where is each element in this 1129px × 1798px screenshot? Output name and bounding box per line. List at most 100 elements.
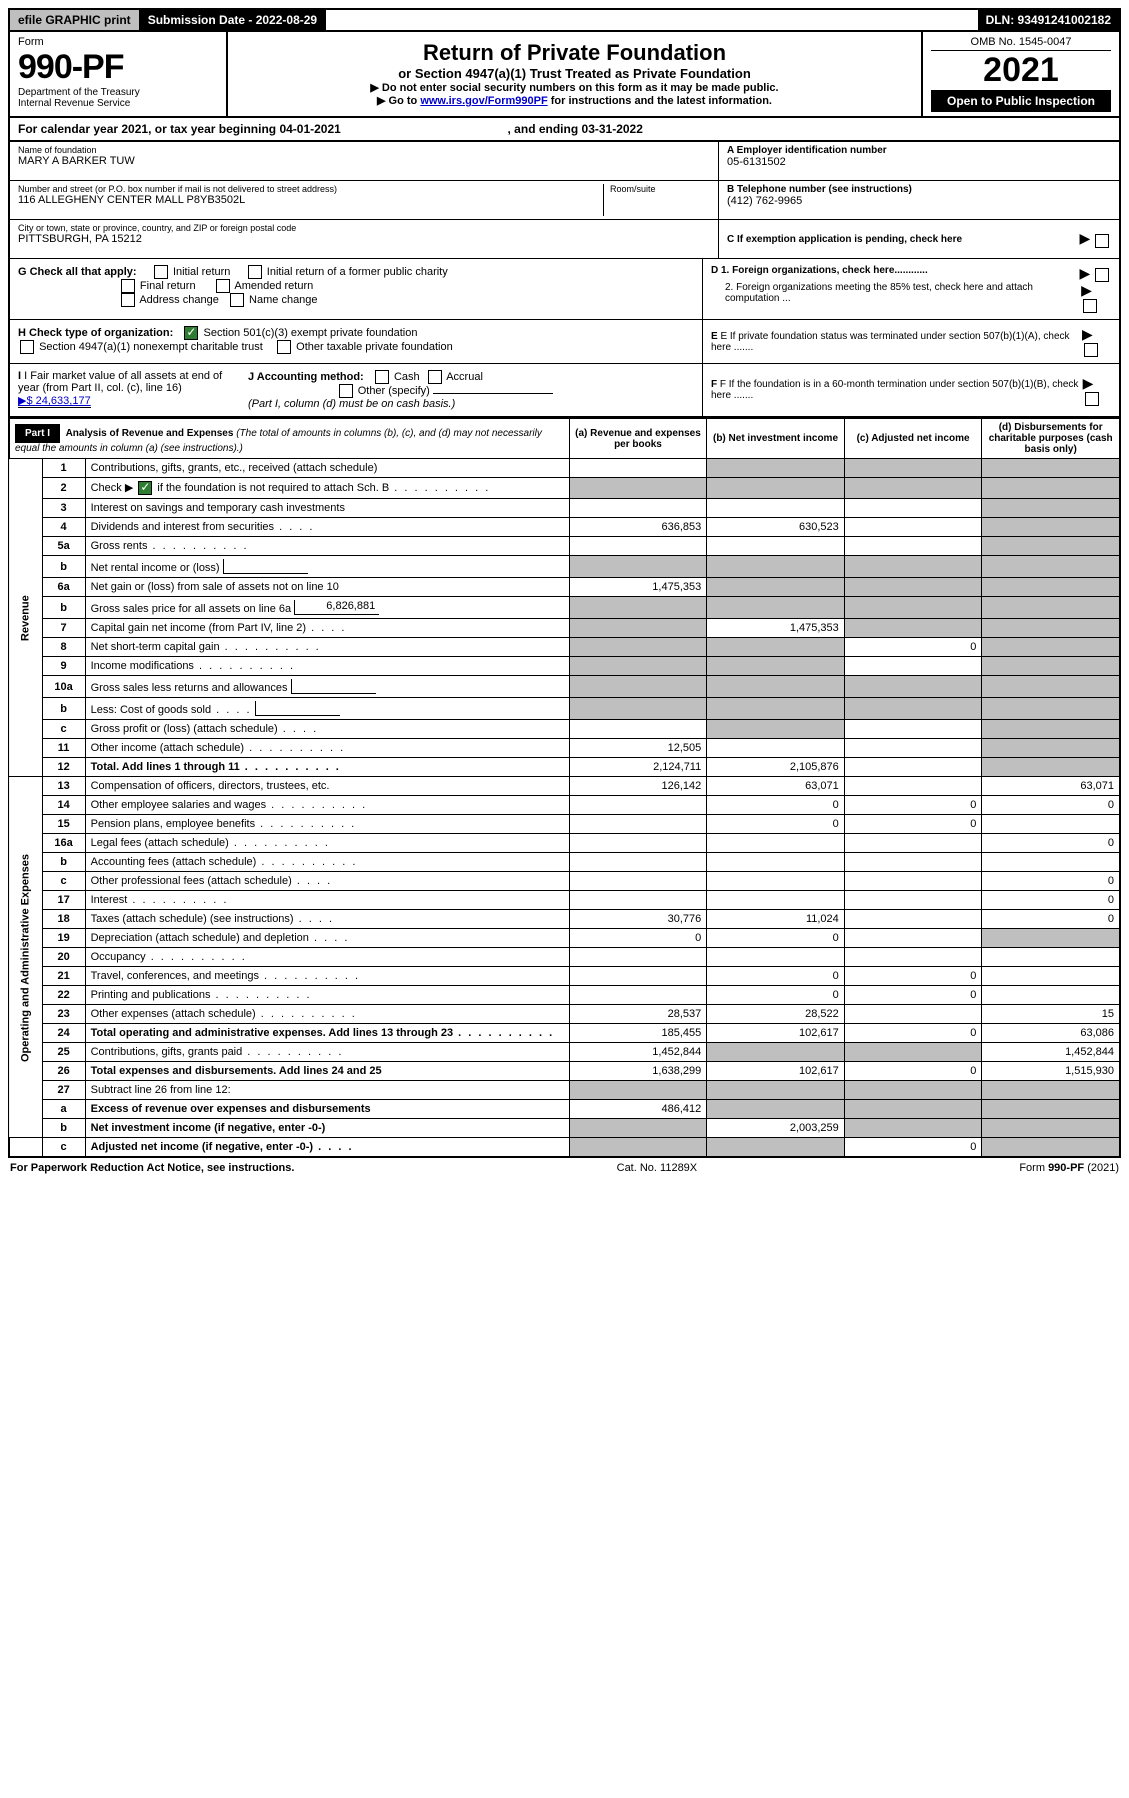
r24-d: 63,086 xyxy=(982,1024,1120,1043)
g-o5: Address change xyxy=(139,294,219,306)
h-other-checkbox[interactable] xyxy=(277,340,291,354)
g-initial-return[interactable] xyxy=(154,265,168,279)
e-checkbox[interactable] xyxy=(1084,343,1098,357)
r19-b: 0 xyxy=(707,929,845,948)
schb-checkbox[interactable] xyxy=(138,481,152,495)
row-20: Occupancy xyxy=(85,948,569,967)
addr-label: Number and street (or P.O. box number if… xyxy=(18,184,603,194)
r24-b: 102,617 xyxy=(707,1024,845,1043)
omb-number: OMB No. 1545-0047 xyxy=(931,36,1111,51)
open-to-public: Open to Public Inspection xyxy=(931,90,1111,112)
tel-value: (412) 762-9965 xyxy=(727,195,1111,207)
col-b-header: (b) Net investment income xyxy=(707,419,845,459)
room-label: Room/suite xyxy=(610,184,710,194)
j-o2: Accrual xyxy=(446,371,483,383)
row-23: Other expenses (attach schedule) xyxy=(85,1005,569,1024)
col-c-header: (c) Adjusted net income xyxy=(844,419,982,459)
r4-a: 636,853 xyxy=(569,518,707,537)
r22-b: 0 xyxy=(707,986,845,1005)
r21-c: 0 xyxy=(844,967,982,986)
street-address: 116 ALLEGHENY CENTER MALL P8YB3502L xyxy=(18,194,603,206)
page-footer: For Paperwork Reduction Act Notice, see … xyxy=(8,1158,1121,1178)
name-label: Name of foundation xyxy=(18,145,710,155)
efile-print-button[interactable]: efile GRAPHIC print xyxy=(10,10,140,30)
tax-year: 2021 xyxy=(931,51,1111,90)
row-3: Interest on savings and temporary cash i… xyxy=(85,499,569,518)
r14-b: 0 xyxy=(707,796,845,815)
h-o1: Section 501(c)(3) exempt private foundat… xyxy=(203,327,417,339)
form-title: Return of Private Foundation xyxy=(236,40,913,66)
submission-date: Submission Date - 2022-08-29 xyxy=(140,10,326,30)
r25-d: 1,452,844 xyxy=(982,1043,1120,1062)
row-12: Total. Add lines 1 through 11 xyxy=(85,758,569,777)
row-6a: Net gain or (loss) from sale of assets n… xyxy=(85,578,569,597)
row-2: Check ▶ if the foundation is not require… xyxy=(85,478,569,499)
c-label: C If exemption application is pending, c… xyxy=(727,234,962,245)
row-10c: Gross profit or (loss) (attach schedule) xyxy=(85,720,569,739)
d2-checkbox[interactable] xyxy=(1083,299,1097,313)
h-o3: Other taxable private foundation xyxy=(296,341,453,353)
row-16b: Accounting fees (attach schedule) xyxy=(85,853,569,872)
j-other[interactable] xyxy=(339,384,353,398)
row-13: Compensation of officers, directors, tru… xyxy=(85,777,569,796)
r17-d: 0 xyxy=(982,891,1120,910)
r15-c: 0 xyxy=(844,815,982,834)
row-27: Subtract line 26 from line 12: xyxy=(85,1081,569,1100)
tel-label: B Telephone number (see instructions) xyxy=(727,184,1111,195)
section-g-d: G Check all that apply: Initial return I… xyxy=(8,259,1121,320)
foundation-name: MARY A BARKER TUW xyxy=(18,155,710,167)
r16a-d: 0 xyxy=(982,834,1120,853)
h-label: H Check type of organization: xyxy=(18,327,173,339)
part1-title: Analysis of Revenue and Expenses xyxy=(66,428,234,439)
r15-b: 0 xyxy=(707,815,845,834)
row-10b: Less: Cost of goods sold xyxy=(85,698,569,720)
r16c-d: 0 xyxy=(982,872,1120,891)
cal-end: , and ending 03-31-2022 xyxy=(508,122,643,136)
row-27b: Net investment income (if negative, ente… xyxy=(85,1119,569,1138)
paperwork-notice: For Paperwork Reduction Act Notice, see … xyxy=(10,1162,294,1174)
g-initial-former[interactable] xyxy=(248,265,262,279)
f-checkbox[interactable] xyxy=(1085,392,1099,406)
g-amended[interactable] xyxy=(216,279,230,293)
r18-d: 0 xyxy=(982,910,1120,929)
r27a-a: 486,412 xyxy=(569,1100,707,1119)
note-post: for instructions and the latest informat… xyxy=(548,95,772,107)
r13-a: 126,142 xyxy=(569,777,707,796)
row-15: Pension plans, employee benefits xyxy=(85,815,569,834)
form-footer: Form 990-PF (2021) xyxy=(1019,1162,1119,1174)
row-19: Depreciation (attach schedule) and deple… xyxy=(85,929,569,948)
r23-a: 28,537 xyxy=(569,1005,707,1024)
i-label: I Fair market value of all assets at end… xyxy=(18,370,222,394)
r27c-c: 0 xyxy=(844,1138,982,1158)
r6b-val: 6,826,881 xyxy=(294,600,379,615)
dept-irs: Internal Revenue Service xyxy=(18,98,218,109)
row-7: Capital gain net income (from Part IV, l… xyxy=(85,619,569,638)
r26-a: 1,638,299 xyxy=(569,1062,707,1081)
h-4947-checkbox[interactable] xyxy=(20,340,34,354)
form990pf-link[interactable]: www.irs.gov/Form990PF xyxy=(420,95,547,107)
r18-b: 11,024 xyxy=(707,910,845,929)
spacer xyxy=(326,10,977,30)
row-27c: Adjusted net income (if negative, enter … xyxy=(85,1138,569,1158)
r19-a: 0 xyxy=(569,929,707,948)
g-final-return[interactable] xyxy=(121,279,135,293)
d1-checkbox[interactable] xyxy=(1095,268,1109,282)
r21-b: 0 xyxy=(707,967,845,986)
row-8: Net short-term capital gain xyxy=(85,638,569,657)
revenue-side-label: Revenue xyxy=(9,459,42,777)
r7-b: 1,475,353 xyxy=(707,619,845,638)
j-o1: Cash xyxy=(394,371,420,383)
row-1: Contributions, gifts, grants, etc., rece… xyxy=(85,459,569,478)
h-501c3-checkbox[interactable] xyxy=(184,326,198,340)
j-label: J Accounting method: xyxy=(248,371,364,383)
dept-treasury: Department of the Treasury xyxy=(18,87,218,98)
catalog-number: Cat. No. 11289X xyxy=(617,1162,698,1174)
j-accrual[interactable] xyxy=(428,370,442,384)
j-cash[interactable] xyxy=(375,370,389,384)
col-d-header: (d) Disbursements for charitable purpose… xyxy=(982,419,1120,459)
cal-begin: For calendar year 2021, or tax year begi… xyxy=(18,122,341,136)
g-name-change[interactable] xyxy=(230,293,244,307)
c-checkbox[interactable] xyxy=(1095,234,1109,248)
g-address-change[interactable] xyxy=(121,293,135,307)
row-11: Other income (attach schedule) xyxy=(85,739,569,758)
